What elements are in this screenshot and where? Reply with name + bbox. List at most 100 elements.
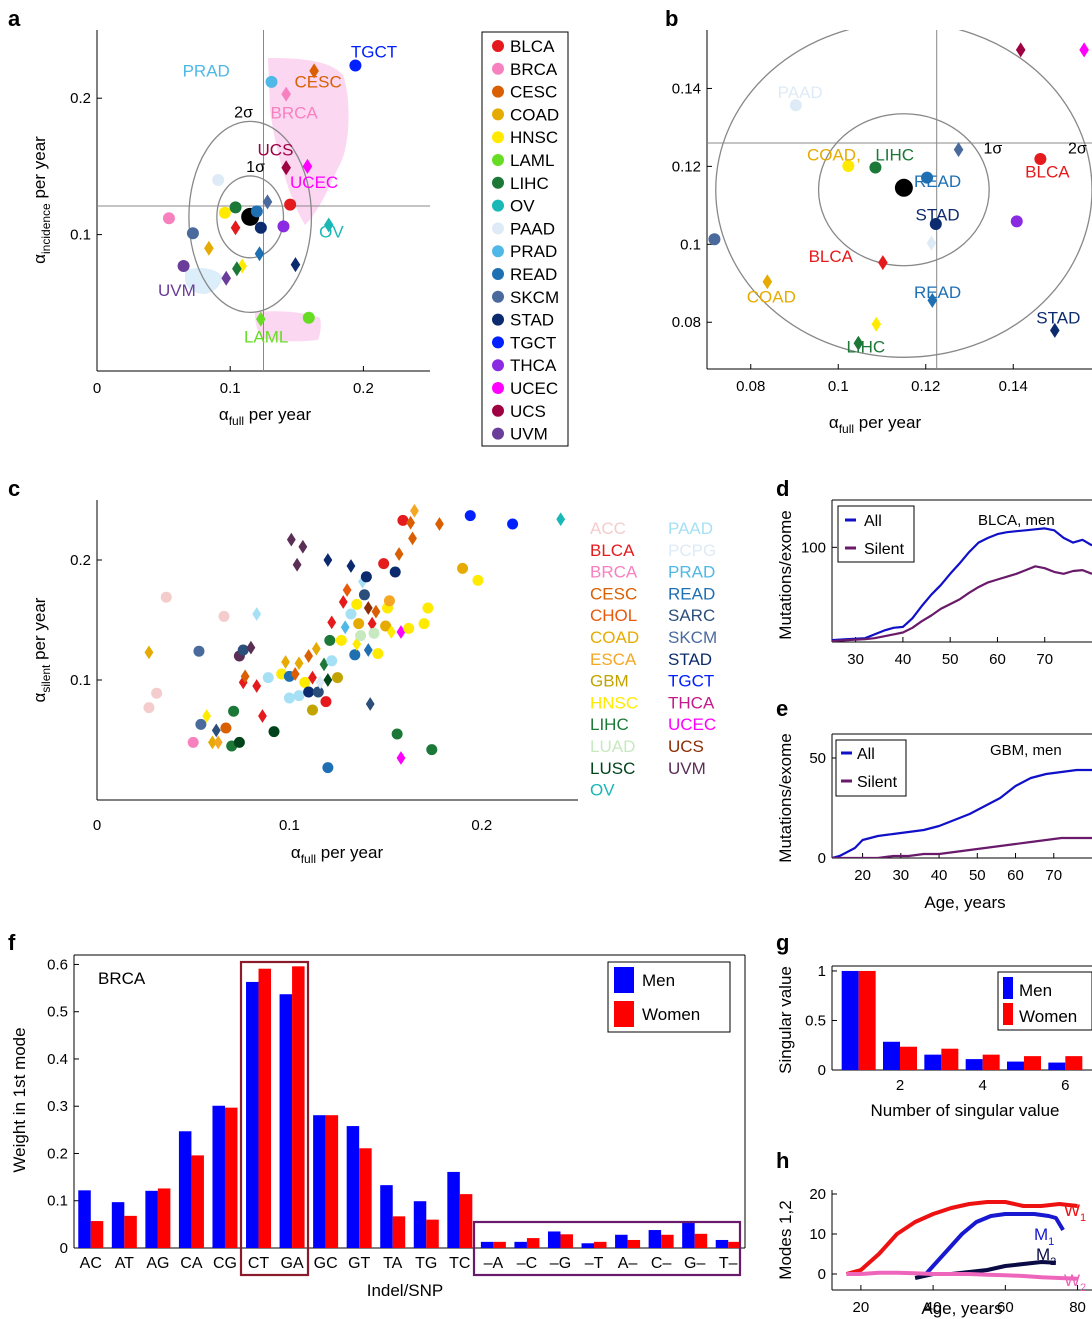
panel-a-legend-label: BLCA: [510, 37, 555, 56]
panel-h-x-tick-label: 60: [997, 1299, 1014, 1316]
panel-c-point: [389, 566, 401, 578]
panel-letter-h: h: [776, 1148, 789, 1173]
panel-a-point: [237, 258, 247, 274]
panel-b-point: [1010, 215, 1023, 228]
panel-c-point: [299, 676, 311, 688]
panel-c-point: [338, 595, 348, 609]
panel-c-point: [418, 618, 430, 630]
panel-f-bar: [325, 1115, 339, 1248]
panel-b-y-tick-label: 0.12: [672, 158, 701, 175]
panel-f-bar: [313, 1115, 326, 1248]
panel-f-highlight-indels: [472, 1220, 742, 1277]
panel-c-point: [335, 634, 347, 646]
panel-h-series-label: W2: [1064, 1271, 1086, 1294]
panel-c-point: [303, 686, 315, 698]
panel-f-bar: [178, 1131, 192, 1248]
panel-c-point: [363, 601, 373, 615]
panel-c-point: [252, 679, 262, 693]
panel-c-point: [312, 686, 324, 698]
panel-f-x-tick-label: A–: [618, 1255, 638, 1272]
panel-a-legend-label: LIHC: [510, 174, 549, 193]
panel-b-ring: [715, 30, 1092, 358]
panel-b-point-label: PAAD: [778, 83, 823, 102]
panel-a-point: [232, 261, 242, 277]
panel-a-legend-label: BRCA: [510, 60, 558, 79]
panel-a-point: [250, 205, 263, 218]
panel-c-point: [193, 645, 205, 657]
panel-a-point-label: UCEC: [290, 173, 338, 192]
panel-b-point: [921, 171, 934, 184]
panel-f-bar: [661, 1234, 674, 1248]
panel-h-series-label: M2: [1036, 1245, 1056, 1268]
panel-b-x-tick-label: 0.12: [911, 378, 940, 395]
panel-c-point: [397, 514, 409, 526]
panel-c-point: [406, 515, 416, 530]
panel-b-ring-label: 2σ: [1068, 141, 1087, 158]
panel-f-x-tick-label: CG: [213, 1255, 237, 1272]
panel-a-legend-marker: [492, 62, 504, 75]
panel-c-point: [304, 649, 314, 663]
panel-c-point: [151, 687, 163, 699]
panel-c-legend-label: SARC: [668, 606, 715, 625]
panel-g-x-label: Number of singular value: [871, 1101, 1060, 1120]
panel-e-series-line: [832, 836, 1092, 858]
panel-c-legend-label: GBM: [590, 672, 629, 691]
panel-b-x-tick-label: 0.14: [999, 378, 1028, 395]
panel-a-legend-marker: [492, 404, 504, 417]
panel-f-bar: [694, 1233, 708, 1248]
panel-f-y-tick-label: 0.5: [47, 1004, 68, 1021]
panel-b-point: [869, 161, 882, 174]
panel-f-x-tick-label: –A: [484, 1255, 504, 1272]
panel-a-legend-label: UCEC: [510, 379, 558, 398]
panel-a-legend-marker: [492, 427, 504, 440]
panel-c-legend-label: BRCA: [590, 563, 638, 582]
panel-c-point: [332, 672, 343, 684]
panel-a-legend-label: HNSC: [510, 128, 558, 147]
panel-c-legend: ACC BLCA BRCA CESC CHOL COAD ESCA GBM HNSC LIHC LU…: [590, 519, 717, 800]
panel-c-point: [345, 608, 357, 620]
panel-a-ring: [188, 120, 313, 313]
panel-f-x-tick-label: GT: [348, 1255, 370, 1272]
panel-f-legend-label: Women: [642, 1005, 700, 1024]
panel-a-legend-label: TGCT: [510, 333, 556, 352]
panel-c-point: [237, 644, 249, 656]
panel-a-legend-marker: [492, 85, 504, 98]
panel-c-point: [327, 615, 337, 630]
panel-c-y-label: αsilent per year: [30, 597, 53, 702]
panel-g-bar: [924, 1054, 942, 1070]
panel-e-x-tick-label: 20: [854, 867, 871, 884]
panel-g-bar: [1065, 1056, 1083, 1070]
panel-f-bar: [191, 1155, 204, 1248]
panel-c-point: [391, 728, 403, 740]
panel-f-bar: [145, 1190, 158, 1248]
panel-d-x-tick-label: 60: [989, 651, 1006, 668]
panel-f-x-tick-label: AC: [80, 1255, 102, 1272]
panel-c-point: [368, 627, 380, 639]
panel-h-series-line: [924, 1212, 1065, 1276]
panel-a-legend-label: UVM: [510, 425, 548, 444]
panel-g-bar: [900, 1046, 917, 1070]
panel-e-title: GBM, men: [990, 742, 1062, 759]
panel-f-x-tick-label: TG: [415, 1255, 437, 1272]
panel-letter-b: b: [665, 6, 678, 31]
panel-c-point: [211, 723, 221, 738]
panel-a-legend-marker: [492, 313, 504, 326]
panel-a-ring: [216, 175, 285, 259]
panel-e-series-line: [832, 768, 1092, 858]
panel-c-legend-label: STAD: [668, 650, 712, 669]
panel-c-point: [342, 583, 352, 597]
panel-f-y-tick-label: 0: [60, 1240, 68, 1257]
panel-a-legend-label: PRAD: [510, 242, 557, 261]
panel-c-point: [324, 634, 336, 646]
panel-c-legend-label: SKCM: [668, 628, 717, 647]
panel-c-point: [294, 656, 304, 671]
panel-c-point: [268, 726, 280, 738]
panel-g-legend-label: Women: [1019, 1007, 1077, 1026]
panel-f-bar: [426, 1219, 439, 1248]
panel-f-bar: [728, 1241, 741, 1248]
panel-f-x-tick-label: TA: [383, 1255, 403, 1272]
panel-a-legend-label: UCS: [510, 402, 546, 421]
panel-h-y-label: Modes 1,2: [776, 1200, 795, 1279]
panel-g-x-tick-label: 2: [896, 1077, 904, 1094]
panel-g-bar: [1048, 1062, 1066, 1070]
